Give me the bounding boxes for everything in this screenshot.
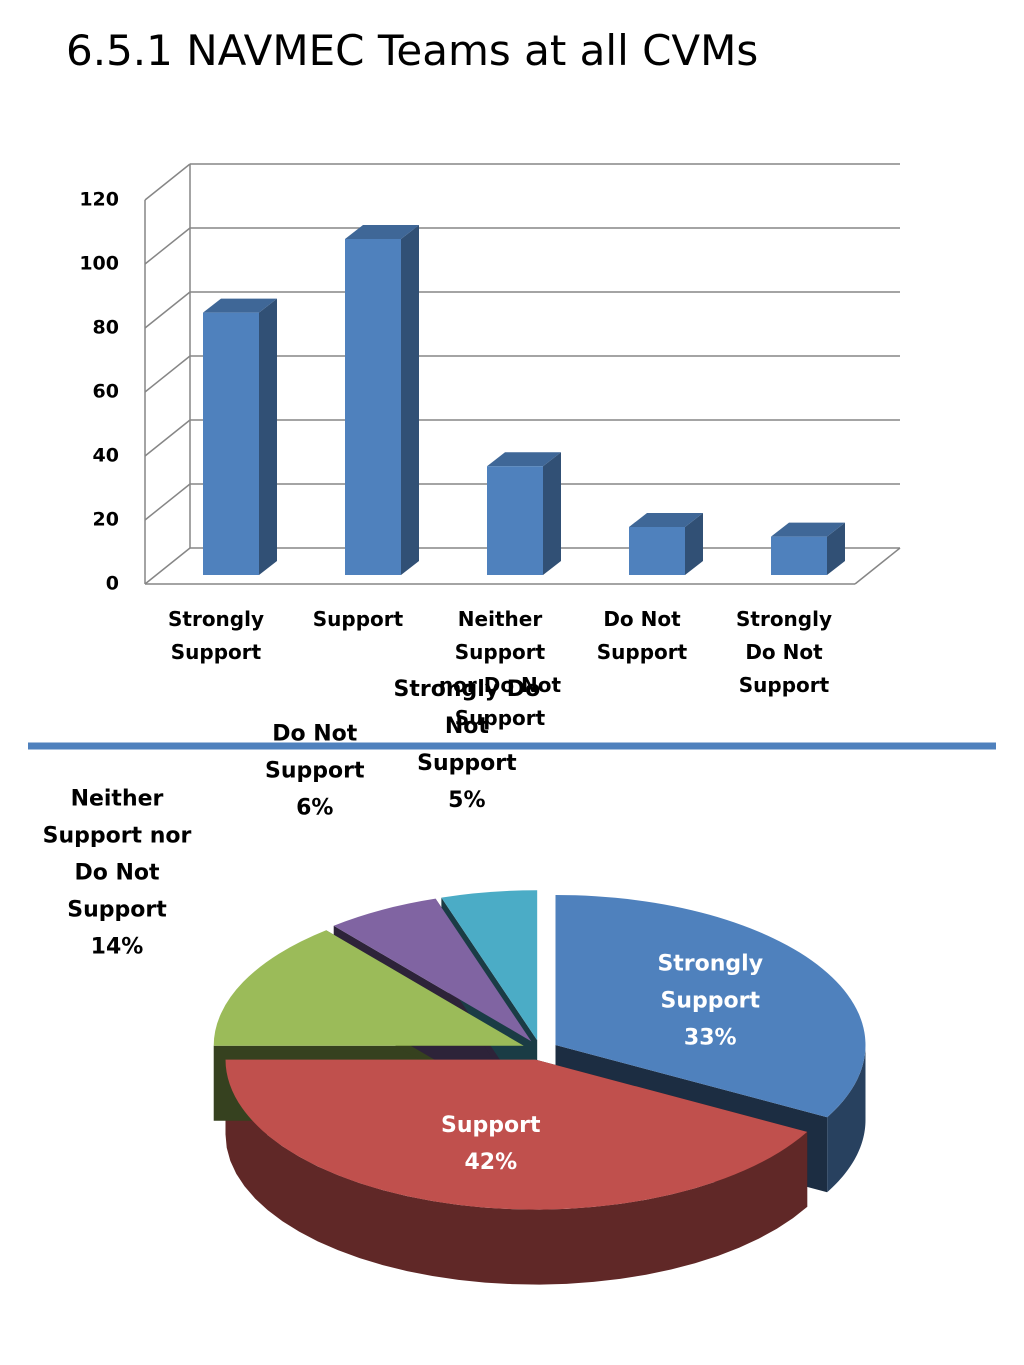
grid-line (144, 547, 191, 585)
y-tick-label: 80 (93, 317, 119, 339)
x-tick-label: Support (312, 607, 404, 631)
bar (345, 225, 419, 575)
pie-slice (213, 930, 524, 1046)
pie-slice (333, 898, 532, 1042)
grid-line (144, 355, 191, 393)
floor-edge (854, 547, 901, 585)
x-tick-label: Do Not Support (596, 607, 688, 664)
category-label: Do Not Support (265, 721, 365, 784)
data-label: Neither Support nor Do Not Support 14% (42, 781, 192, 966)
pie-slice (225, 1059, 808, 1210)
pie-slice (441, 890, 538, 1041)
grid-line (144, 163, 191, 201)
bar (629, 513, 703, 575)
value-label: 14% (90, 934, 144, 960)
value-label: 33% (683, 1025, 737, 1051)
bar (771, 522, 845, 575)
value-label: 6% (296, 795, 334, 821)
category-label: Strongly Support (657, 951, 764, 1014)
category-label: Support (441, 1112, 541, 1138)
value-label: 42% (464, 1149, 518, 1175)
bar (487, 452, 561, 575)
pie-slice (555, 894, 866, 1118)
category-label: Strongly Do Not Support (393, 677, 541, 777)
data-label: Do Not Support 6% (240, 715, 390, 826)
slide-title: 6.5.1 NAVMEC Teams at all CVMs (66, 26, 759, 75)
x-tick-label: Strongly Support (167, 607, 264, 664)
data-label: Strongly Support 33% (635, 945, 785, 1056)
y-tick-label: 0 (106, 573, 119, 595)
grid-line (144, 291, 191, 329)
grid-line (144, 483, 191, 521)
y-tick-label: 100 (79, 253, 119, 275)
grid-line (144, 227, 191, 265)
y-tick-label: 120 (79, 189, 119, 211)
grid-line (144, 419, 191, 457)
value-label: 5% (448, 788, 486, 814)
y-tick-label: 40 (93, 445, 119, 467)
data-label: Strongly Do Not Support 5% (392, 671, 542, 819)
y-tick-label: 60 (93, 381, 119, 403)
bar (203, 298, 277, 575)
x-tick-label: Strongly Do Not Support (735, 607, 832, 697)
category-label: Neither Support nor Do Not Support (42, 786, 192, 923)
y-tick-label: 20 (93, 509, 119, 531)
x-tick-label: Neither Support nor Do Not Support (438, 607, 562, 730)
data-label: Support 42% (416, 1107, 566, 1181)
